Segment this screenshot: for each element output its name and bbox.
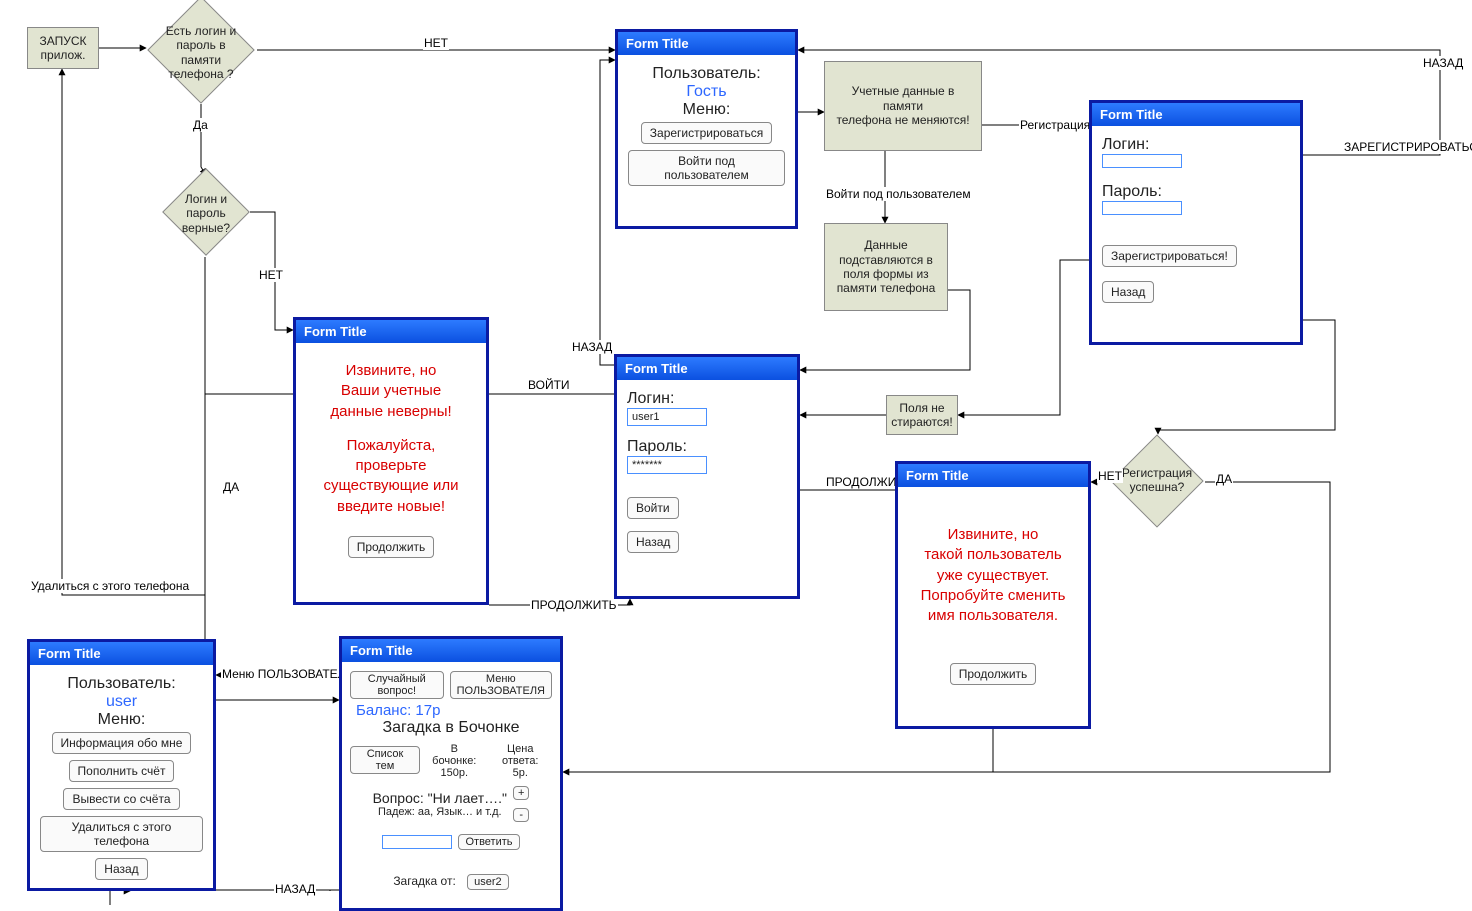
edge-nazad-2: НАЗАД <box>571 340 613 354</box>
form-register: Form Title Логин: Пароль: Зарегистрирова… <box>1089 100 1303 345</box>
from-user-button[interactable]: user2 <box>467 874 509 890</box>
question-text: Вопрос: "Ни лает…." <box>373 790 507 806</box>
price-value: 5р. <box>489 767 552 779</box>
edge-net-2: НЕТ <box>258 268 284 282</box>
form-login: Form Title Логин: user1 Пароль: ******* … <box>614 354 800 599</box>
login-back-button[interactable]: Назад <box>627 531 679 553</box>
start-box: ЗАПУСКприлож. <box>27 27 99 69</box>
delete-phone-button[interactable]: Удалиться с этого телефона <box>40 816 203 852</box>
error-continue-button[interactable]: Продолжить <box>348 536 435 558</box>
edge-voiti-user: Войти под пользователем <box>825 187 972 201</box>
form-dup-title: Form Title <box>898 464 1088 487</box>
form-game-title: Form Title <box>342 639 560 662</box>
user-info-button[interactable]: Информация обо мне <box>52 732 192 754</box>
form-error-creds: Form Title Извините, но Ваши учетные дан… <box>293 317 489 605</box>
edge-voiti: ВОЙТИ <box>527 378 571 392</box>
user-label: Пользователь: <box>40 675 203 693</box>
plus-button[interactable]: + <box>513 786 529 800</box>
edge-nazad-1: НАЗАД <box>1422 56 1464 70</box>
form-guest: Form Title Пользователь: Гость Меню: Зар… <box>615 29 798 229</box>
start-box-text: ЗАПУСКприлож. <box>39 34 86 63</box>
user-menu-label: Меню: <box>40 711 203 729</box>
decision-creds-valid <box>162 168 250 256</box>
info-keepfields-text: Поля нестираются! <box>891 401 952 430</box>
edge-da-3: ДА <box>1215 472 1233 486</box>
info-unchanged: Учетные данные в памятителефона не меняю… <box>824 61 982 151</box>
edge-da-1: Да <box>192 118 209 132</box>
edge-net-1: НЕТ <box>423 36 449 50</box>
form-error-title: Form Title <box>296 320 486 343</box>
register-submit-button[interactable]: Зарегистрироваться! <box>1102 245 1237 267</box>
guest-menu-label: Меню: <box>628 101 785 119</box>
register-button[interactable]: Зарегистрироваться <box>641 122 772 144</box>
form-guest-title: Form Title <box>618 32 795 55</box>
login-user-button[interactable]: Войти под пользователем <box>628 150 785 186</box>
err-line-7: введите новые! <box>306 497 476 517</box>
dup-line-2: такой пользователь <box>908 545 1078 565</box>
login-input[interactable]: user1 <box>627 408 707 426</box>
guest-user-label: Пользователь: <box>628 65 785 83</box>
reg-login-label: Логин: <box>1102 136 1290 154</box>
err-line-6: существующие или <box>306 476 476 496</box>
dup-line-3: уже существует. <box>908 566 1078 586</box>
err-line-4: Пожалуйста, <box>306 436 476 456</box>
stage: ЗАПУСКприлож. Есть логин ипароль впамяти… <box>0 0 1472 911</box>
pass-input[interactable]: ******* <box>627 456 707 474</box>
edge-delete: Удалиться с этого телефона <box>30 579 190 593</box>
edge-prod: ПРОДОЛЖИТЬ <box>530 598 618 612</box>
decision-reg-success <box>1110 434 1203 527</box>
random-question-button[interactable]: Случайный вопрос! <box>350 671 444 699</box>
reg-login-input[interactable] <box>1102 154 1182 168</box>
decision-has-credentials <box>147 0 254 104</box>
dup-continue-button[interactable]: Продолжить <box>950 663 1037 685</box>
balance-label: Баланс: 17р <box>356 702 552 719</box>
info-unchanged-text: Учетные данные в памятителефона не меняю… <box>831 84 975 127</box>
answer-button[interactable]: Ответить <box>458 834 519 850</box>
edge-da-2: ДА <box>222 480 240 494</box>
inbarrel-label: В бочонке: <box>428 743 481 767</box>
err-line-1: Извините, но <box>306 361 476 381</box>
form-game: Form Title Случайный вопрос! МенюПОЛЬЗОВ… <box>339 636 563 911</box>
from-label: Загадка от: <box>393 874 455 888</box>
reg-pass-input[interactable] <box>1102 201 1182 215</box>
form-user-panel: Form Title Пользователь: user Меню: Инфо… <box>27 639 216 891</box>
guest-user-value: Гость <box>628 83 785 101</box>
game-title: Загадка в Бочонке <box>350 719 552 737</box>
minus-button[interactable]: - <box>513 808 529 822</box>
dup-line-4: Попробуйте сменить <box>908 586 1078 606</box>
hint-text: Падеж: аа, Язык… и т.д. <box>373 806 507 818</box>
info-keepfields: Поля нестираются! <box>886 395 958 435</box>
form-login-title: Form Title <box>617 357 797 380</box>
edge-net-3: НЕТ <box>1097 469 1123 483</box>
register-back-button[interactable]: Назад <box>1102 281 1154 303</box>
dup-line-5: имя пользователя. <box>908 606 1078 626</box>
dup-line-1: Извините, но <box>908 525 1078 545</box>
price-label: Цена ответа: <box>489 743 552 767</box>
inbarrel-value: 150р. <box>428 767 481 779</box>
err-line-5: проверьте <box>306 456 476 476</box>
edge-menu-user: Меню ПОЛЬЗОВАТЕЛЯ <box>221 667 355 681</box>
pass-label: Пароль: <box>627 438 787 456</box>
err-line-3: данные неверны! <box>306 402 476 422</box>
edge-nazad-3: НАЗАД <box>274 882 316 896</box>
login-label: Логин: <box>627 390 787 408</box>
user-back-button[interactable]: Назад <box>95 858 147 880</box>
game-user-menu-button[interactable]: МенюПОЛЬЗОВАТЕЛЯ <box>450 671 552 699</box>
withdraw-button[interactable]: Вывести со счёта <box>63 788 179 810</box>
form-user-title: Form Title <box>30 642 213 665</box>
edge-zareg: ЗАРЕГИСТРИРОВАТЬСЯ <box>1343 140 1472 154</box>
edge-reg: Регистрация <box>1019 118 1091 132</box>
form-dup-user: Form Title Извините, но такой пользовате… <box>895 461 1091 729</box>
err-line-2: Ваши учетные <box>306 381 476 401</box>
user-value: user <box>40 693 203 711</box>
topics-button[interactable]: Список тем <box>350 746 420 774</box>
info-prefill-text: Данныеподставляются вполя формы изпамяти… <box>837 238 936 296</box>
form-register-title: Form Title <box>1092 103 1300 126</box>
login-button[interactable]: Войти <box>627 497 679 519</box>
answer-input[interactable] <box>382 835 452 849</box>
info-prefill: Данныеподставляются вполя формы изпамяти… <box>824 223 948 311</box>
topup-button[interactable]: Пополнить счёт <box>69 760 175 782</box>
reg-pass-label: Пароль: <box>1102 183 1290 201</box>
